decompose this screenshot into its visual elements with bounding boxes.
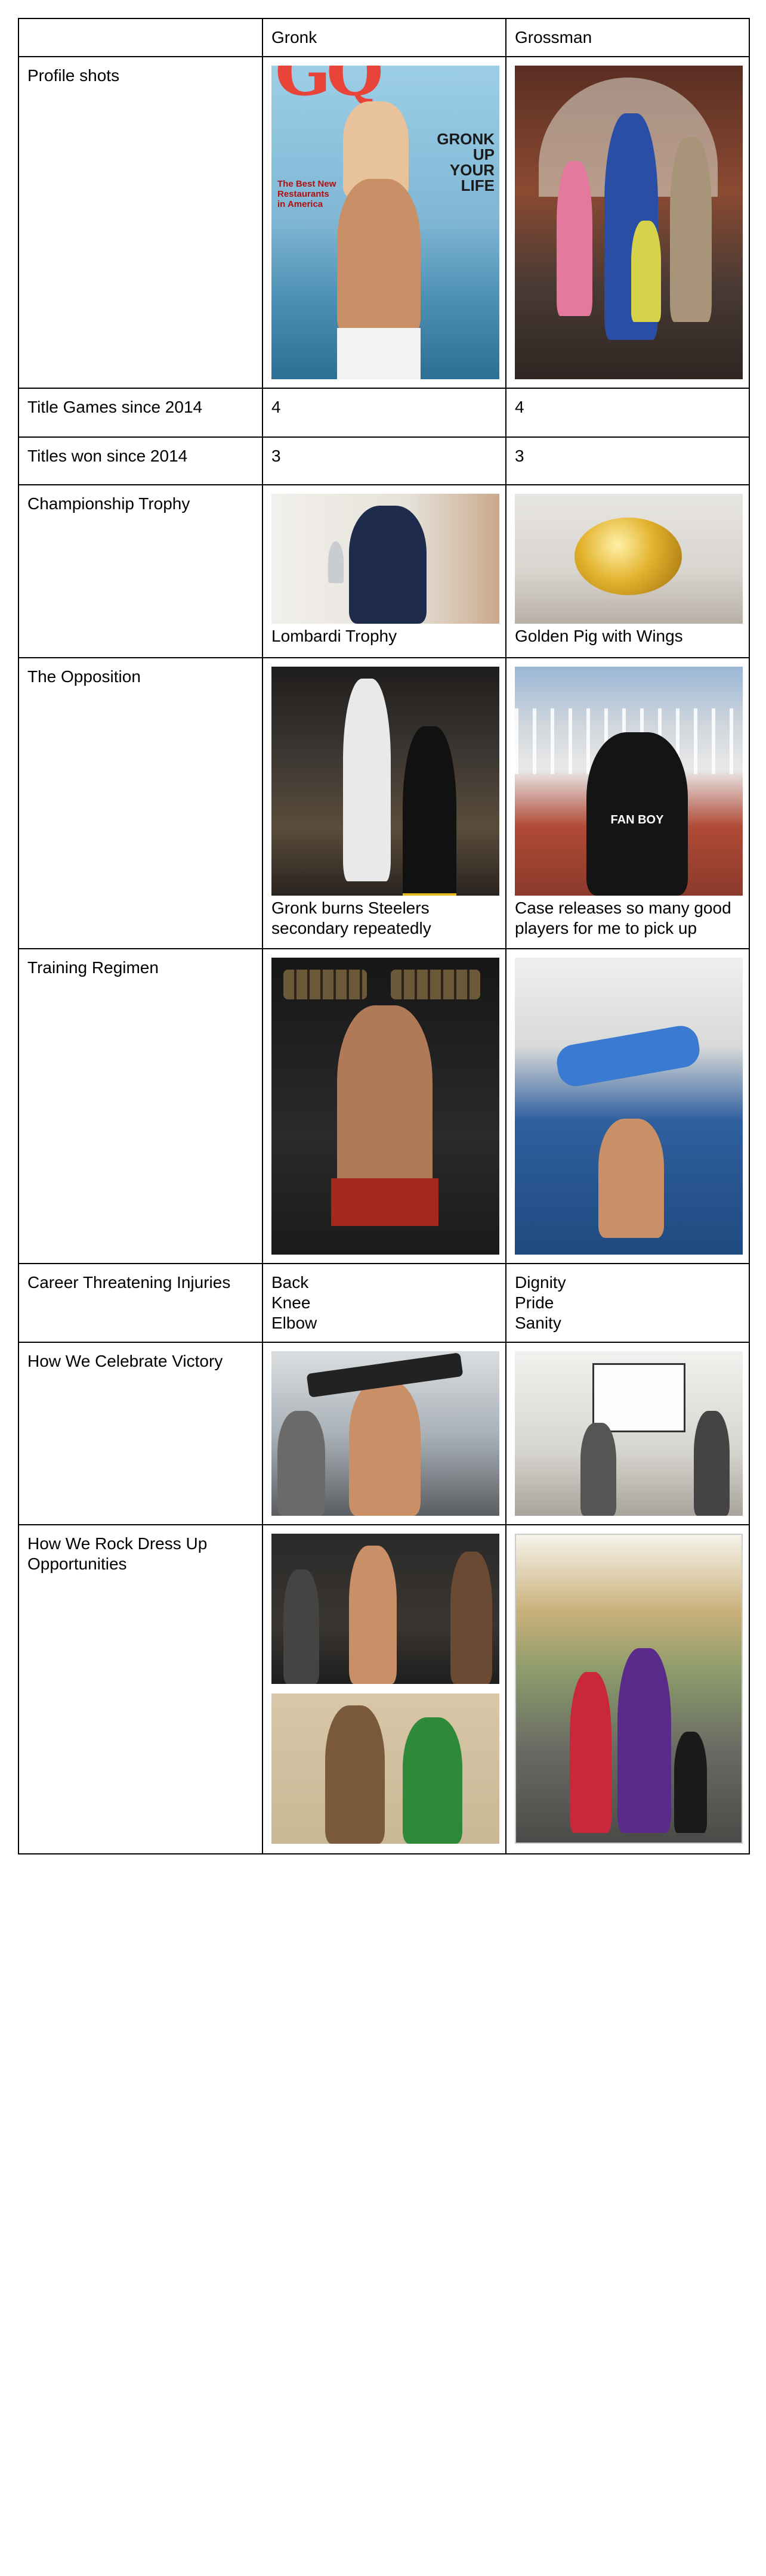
gronk-costume-photo-1 (271, 1534, 499, 1684)
injury-item: Sanity (515, 1314, 561, 1332)
opposition-gronk-caption: Gronk burns Steelers secondary repeatedl… (271, 899, 431, 937)
injury-item: Knee (271, 1293, 311, 1312)
harley-quinn-figure (570, 1672, 611, 1833)
magazine-logo: GQ (275, 66, 384, 110)
woman-figure (557, 161, 592, 316)
red-shorts (331, 1178, 438, 1226)
trophy-shape (328, 541, 344, 583)
grossman-pool-photo (515, 958, 743, 1255)
batgirl-figure (674, 1732, 707, 1833)
injury-item: Dignity (515, 1273, 566, 1292)
kid-flip-figure (554, 1023, 703, 1089)
gronk-title-games: 4 (262, 388, 506, 438)
magazine-side-text: The Best New Restaurants in America (277, 179, 336, 209)
row-label: Career Threatening Injuries (18, 1263, 263, 1343)
lifter-figure (337, 1005, 433, 1196)
patriots-player-figure (343, 679, 391, 881)
row-label: The Opposition (18, 657, 263, 949)
row-label: How We Rock Dress Up Opportunities (18, 1524, 263, 1854)
row-label: Championship Trophy (18, 484, 263, 658)
header-grossman: Grossman (505, 18, 750, 57)
bystander-figure (277, 1411, 325, 1516)
row-training: Training Regimen (18, 948, 750, 1264)
dumbbell-left (283, 970, 367, 999)
row-label: Titles won since 2014 (18, 436, 263, 485)
row-label: Title Games since 2014 (18, 388, 263, 438)
gronk-costume-photo-2 (271, 1693, 499, 1844)
grossman-family-photo (515, 66, 743, 379)
gronk-celebration-photo (271, 1351, 499, 1516)
man-figure (670, 137, 712, 322)
office-person-figure (580, 1423, 616, 1516)
dumbbell-right (391, 970, 480, 999)
row-profile: Profile shots GQ GRONK UP YOUR LIFE The … (18, 56, 750, 389)
fan-figure (586, 732, 688, 896)
row-celebrate: How We Celebrate Victory (18, 1342, 750, 1525)
costume-figure (283, 1569, 319, 1684)
row-titles-won: Titles won since 2014 3 3 (18, 436, 750, 485)
injury-item: Back (271, 1273, 309, 1292)
player-figure (349, 506, 427, 624)
joker-figure (617, 1648, 671, 1833)
gronk-magazine-cover-image: GQ GRONK UP YOUR LIFE The Best New Resta… (271, 66, 499, 379)
row-dressup: How We Rock Dress Up Opportunities (18, 1524, 750, 1854)
grossman-title-games: 4 (505, 388, 750, 438)
gronk-catch-photo (271, 667, 499, 896)
pig-caption: Golden Pig with Wings (515, 627, 683, 645)
grossman-office-photo (515, 1351, 743, 1516)
grossman-halloween-photo (515, 1534, 743, 1844)
celebrating-player-figure (349, 1381, 421, 1516)
opposition-grossman-caption: Case releases so many good players for m… (515, 899, 731, 937)
leprechaun-figure (325, 1705, 385, 1844)
costume-figure (349, 1546, 397, 1684)
gronk-injuries: Back Knee Elbow (262, 1263, 506, 1343)
golden-pig-photo (515, 494, 743, 624)
gronk-weightlifting-photo (271, 958, 499, 1255)
steelers-player-figure (403, 726, 456, 896)
lombardi-trophy-photo (271, 494, 499, 624)
eagles-fan-photo: FAN BOY (515, 667, 743, 896)
header-gronk: Gronk (262, 18, 506, 57)
costume-figure (450, 1552, 492, 1684)
child-figure (631, 221, 661, 322)
row-label: Profile shots (18, 56, 263, 389)
injury-item: Elbow (271, 1314, 317, 1332)
green-shirt-figure (403, 1717, 462, 1844)
gronk-figure (337, 179, 421, 334)
gronk-titles-won: 3 (262, 436, 506, 485)
grossman-injuries: Dignity Pride Sanity (505, 1263, 750, 1343)
header-blank (18, 18, 263, 57)
projector-screen (592, 1363, 685, 1432)
row-opposition: The Opposition Gronk burns Steelers seco… (18, 657, 750, 949)
row-label: How We Celebrate Victory (18, 1342, 263, 1525)
shirt-text: FAN BOY (610, 813, 664, 826)
magazine-headline: GRONK UP YOUR LIFE (437, 130, 495, 194)
swimmer-figure (598, 1119, 664, 1238)
row-label: Training Regimen (18, 948, 263, 1264)
trophy-caption: Lombardi Trophy (271, 627, 397, 645)
grossman-titles-won: 3 (505, 436, 750, 485)
comparison-table: Gronk Grossman Profile shots GQ GRONK UP… (18, 18, 750, 1854)
white-pants (337, 328, 421, 379)
header-row: Gronk Grossman (18, 18, 750, 57)
injury-item: Pride (515, 1293, 554, 1312)
row-title-games: Title Games since 2014 4 4 (18, 388, 750, 438)
golden-pig-shape (574, 518, 682, 595)
row-trophy: Championship Trophy Lombardi Trophy Gold… (18, 484, 750, 658)
office-person-figure-2 (694, 1411, 730, 1516)
row-injuries: Career Threatening Injuries Back Knee El… (18, 1263, 750, 1343)
